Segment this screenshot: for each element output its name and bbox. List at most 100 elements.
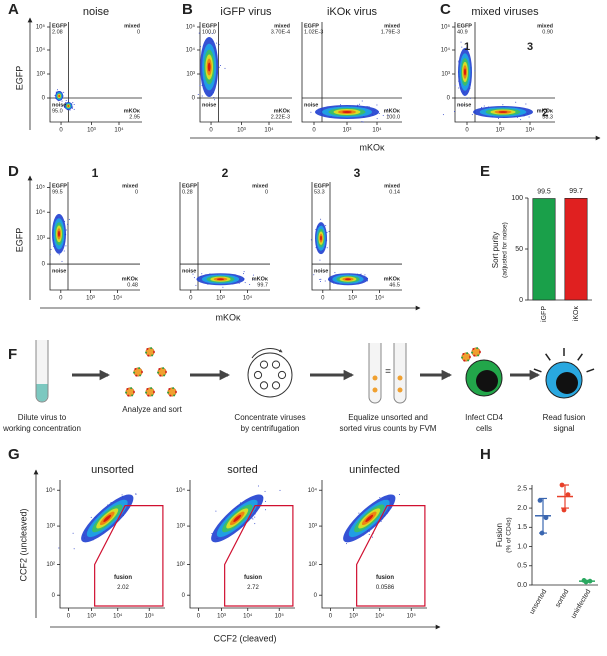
density bbox=[57, 230, 61, 237]
x-axis-label: mKOκ bbox=[215, 312, 241, 322]
quadrant-label: noise bbox=[182, 269, 196, 275]
event-dot bbox=[358, 512, 360, 514]
quadrant-value: 2.95 bbox=[129, 114, 140, 120]
plot-title: iGFP virus bbox=[220, 6, 272, 18]
rotor-arrow bbox=[251, 348, 283, 359]
quadrant-value: 53.3 bbox=[314, 189, 325, 195]
density bbox=[498, 111, 508, 113]
y-tick-label: 10³ bbox=[36, 236, 45, 242]
quadrant-label: EGFP bbox=[457, 23, 472, 29]
data-point bbox=[565, 492, 571, 498]
x-tick-label: 0 bbox=[312, 128, 316, 134]
y-tick-label: 10⁴ bbox=[36, 209, 46, 216]
virion-spike bbox=[153, 391, 155, 393]
event-dot bbox=[208, 33, 210, 35]
x-tick-label: 10³ bbox=[87, 614, 96, 620]
axis bbox=[321, 480, 427, 609]
event-dot bbox=[328, 230, 330, 232]
y-tick-label: 0 bbox=[42, 262, 46, 268]
event-dot bbox=[195, 284, 197, 286]
plot-title: uninfected bbox=[349, 464, 400, 476]
event-dot bbox=[219, 65, 221, 67]
x-tick-label: 10³ bbox=[217, 614, 226, 620]
event-dot bbox=[254, 516, 256, 518]
event-dot bbox=[243, 271, 245, 273]
event-dot bbox=[319, 259, 321, 261]
event-dot bbox=[340, 104, 342, 106]
event-dot bbox=[265, 509, 267, 511]
quadrant-value: 0 bbox=[137, 29, 140, 35]
quadrant-label: noise bbox=[202, 102, 216, 108]
event-dot bbox=[197, 93, 199, 95]
gate-label: fusion bbox=[244, 575, 262, 581]
quadrant-value: 0.14 bbox=[389, 189, 400, 195]
quadrant-label: noise bbox=[457, 102, 471, 108]
virion-spike bbox=[467, 359, 470, 362]
virion-spike bbox=[463, 359, 466, 362]
y-tick-label: 0 bbox=[182, 593, 186, 599]
quadrant-label: mKOκ bbox=[384, 108, 401, 114]
quadrant-label: EGFP bbox=[52, 23, 67, 29]
axis bbox=[199, 22, 292, 123]
virion-spike bbox=[462, 352, 465, 355]
panel-letter: H bbox=[480, 446, 491, 463]
virion-spike bbox=[151, 354, 154, 357]
quadrant-value: 99.7 bbox=[257, 282, 268, 288]
event-dot bbox=[359, 103, 361, 105]
step-label: signal bbox=[554, 424, 575, 433]
y-tick-label: 10⁴ bbox=[176, 487, 186, 494]
y-tick-label: 0 bbox=[447, 96, 451, 102]
x-tick-label: 10⁴ bbox=[375, 613, 385, 620]
quadrant-value: 3.70E-4 bbox=[271, 29, 290, 35]
y-tick-label: 10² bbox=[308, 562, 317, 568]
y-tick-label: 0 bbox=[519, 297, 523, 304]
event-dot bbox=[480, 106, 482, 108]
event-dot bbox=[72, 532, 74, 534]
y-tick-label: 10³ bbox=[186, 72, 195, 78]
event-dot bbox=[382, 115, 384, 117]
virion-small bbox=[372, 387, 378, 393]
event-dot bbox=[63, 91, 65, 93]
event-dot bbox=[460, 41, 462, 43]
y-tick-label: 2.5 bbox=[517, 486, 527, 493]
quadrant-value: 100.0 bbox=[386, 114, 400, 120]
event-dot bbox=[528, 116, 530, 118]
event-dot bbox=[364, 274, 366, 276]
virion-spike bbox=[175, 391, 177, 393]
y-tick-label: 10³ bbox=[176, 524, 185, 530]
y-tick-label: 10⁴ bbox=[308, 487, 318, 494]
event-dot bbox=[90, 516, 92, 518]
quadrant-value: 58.3 bbox=[542, 114, 553, 120]
event-dot bbox=[252, 274, 254, 276]
data-point bbox=[537, 497, 543, 503]
tube bbox=[368, 343, 382, 404]
quadrant-value: 0.90 bbox=[542, 29, 553, 35]
x-tick-label: 10⁴ bbox=[113, 295, 123, 302]
virion-small bbox=[372, 375, 378, 381]
event-dot bbox=[334, 272, 336, 274]
virion-spike bbox=[479, 351, 481, 353]
event-dot bbox=[326, 247, 328, 249]
quadrant-value: 0 bbox=[135, 189, 138, 195]
event-dot bbox=[461, 46, 463, 48]
density bbox=[103, 514, 112, 522]
y-tick-label: 50 bbox=[515, 246, 523, 253]
virion-spike bbox=[139, 374, 142, 377]
y-tick-label: 10⁴ bbox=[36, 47, 46, 54]
y-tick-label: 10³ bbox=[36, 72, 45, 78]
gate-value: 2.02 bbox=[117, 585, 129, 591]
quadrant-value: 40.9 bbox=[457, 29, 468, 35]
density bbox=[216, 278, 225, 281]
event-dot bbox=[525, 103, 527, 105]
virion-spike bbox=[167, 391, 170, 394]
event-dot bbox=[368, 533, 370, 535]
event-dot bbox=[319, 280, 321, 282]
event-dot bbox=[361, 121, 363, 123]
event-dot bbox=[502, 104, 504, 106]
virion-spike bbox=[477, 354, 480, 357]
event-dot bbox=[257, 485, 259, 487]
quadrant-value: 2.22E-3 bbox=[271, 114, 290, 120]
event-dot bbox=[313, 274, 315, 276]
rotor-slot bbox=[277, 370, 287, 380]
step-label: working concentration bbox=[2, 424, 81, 433]
